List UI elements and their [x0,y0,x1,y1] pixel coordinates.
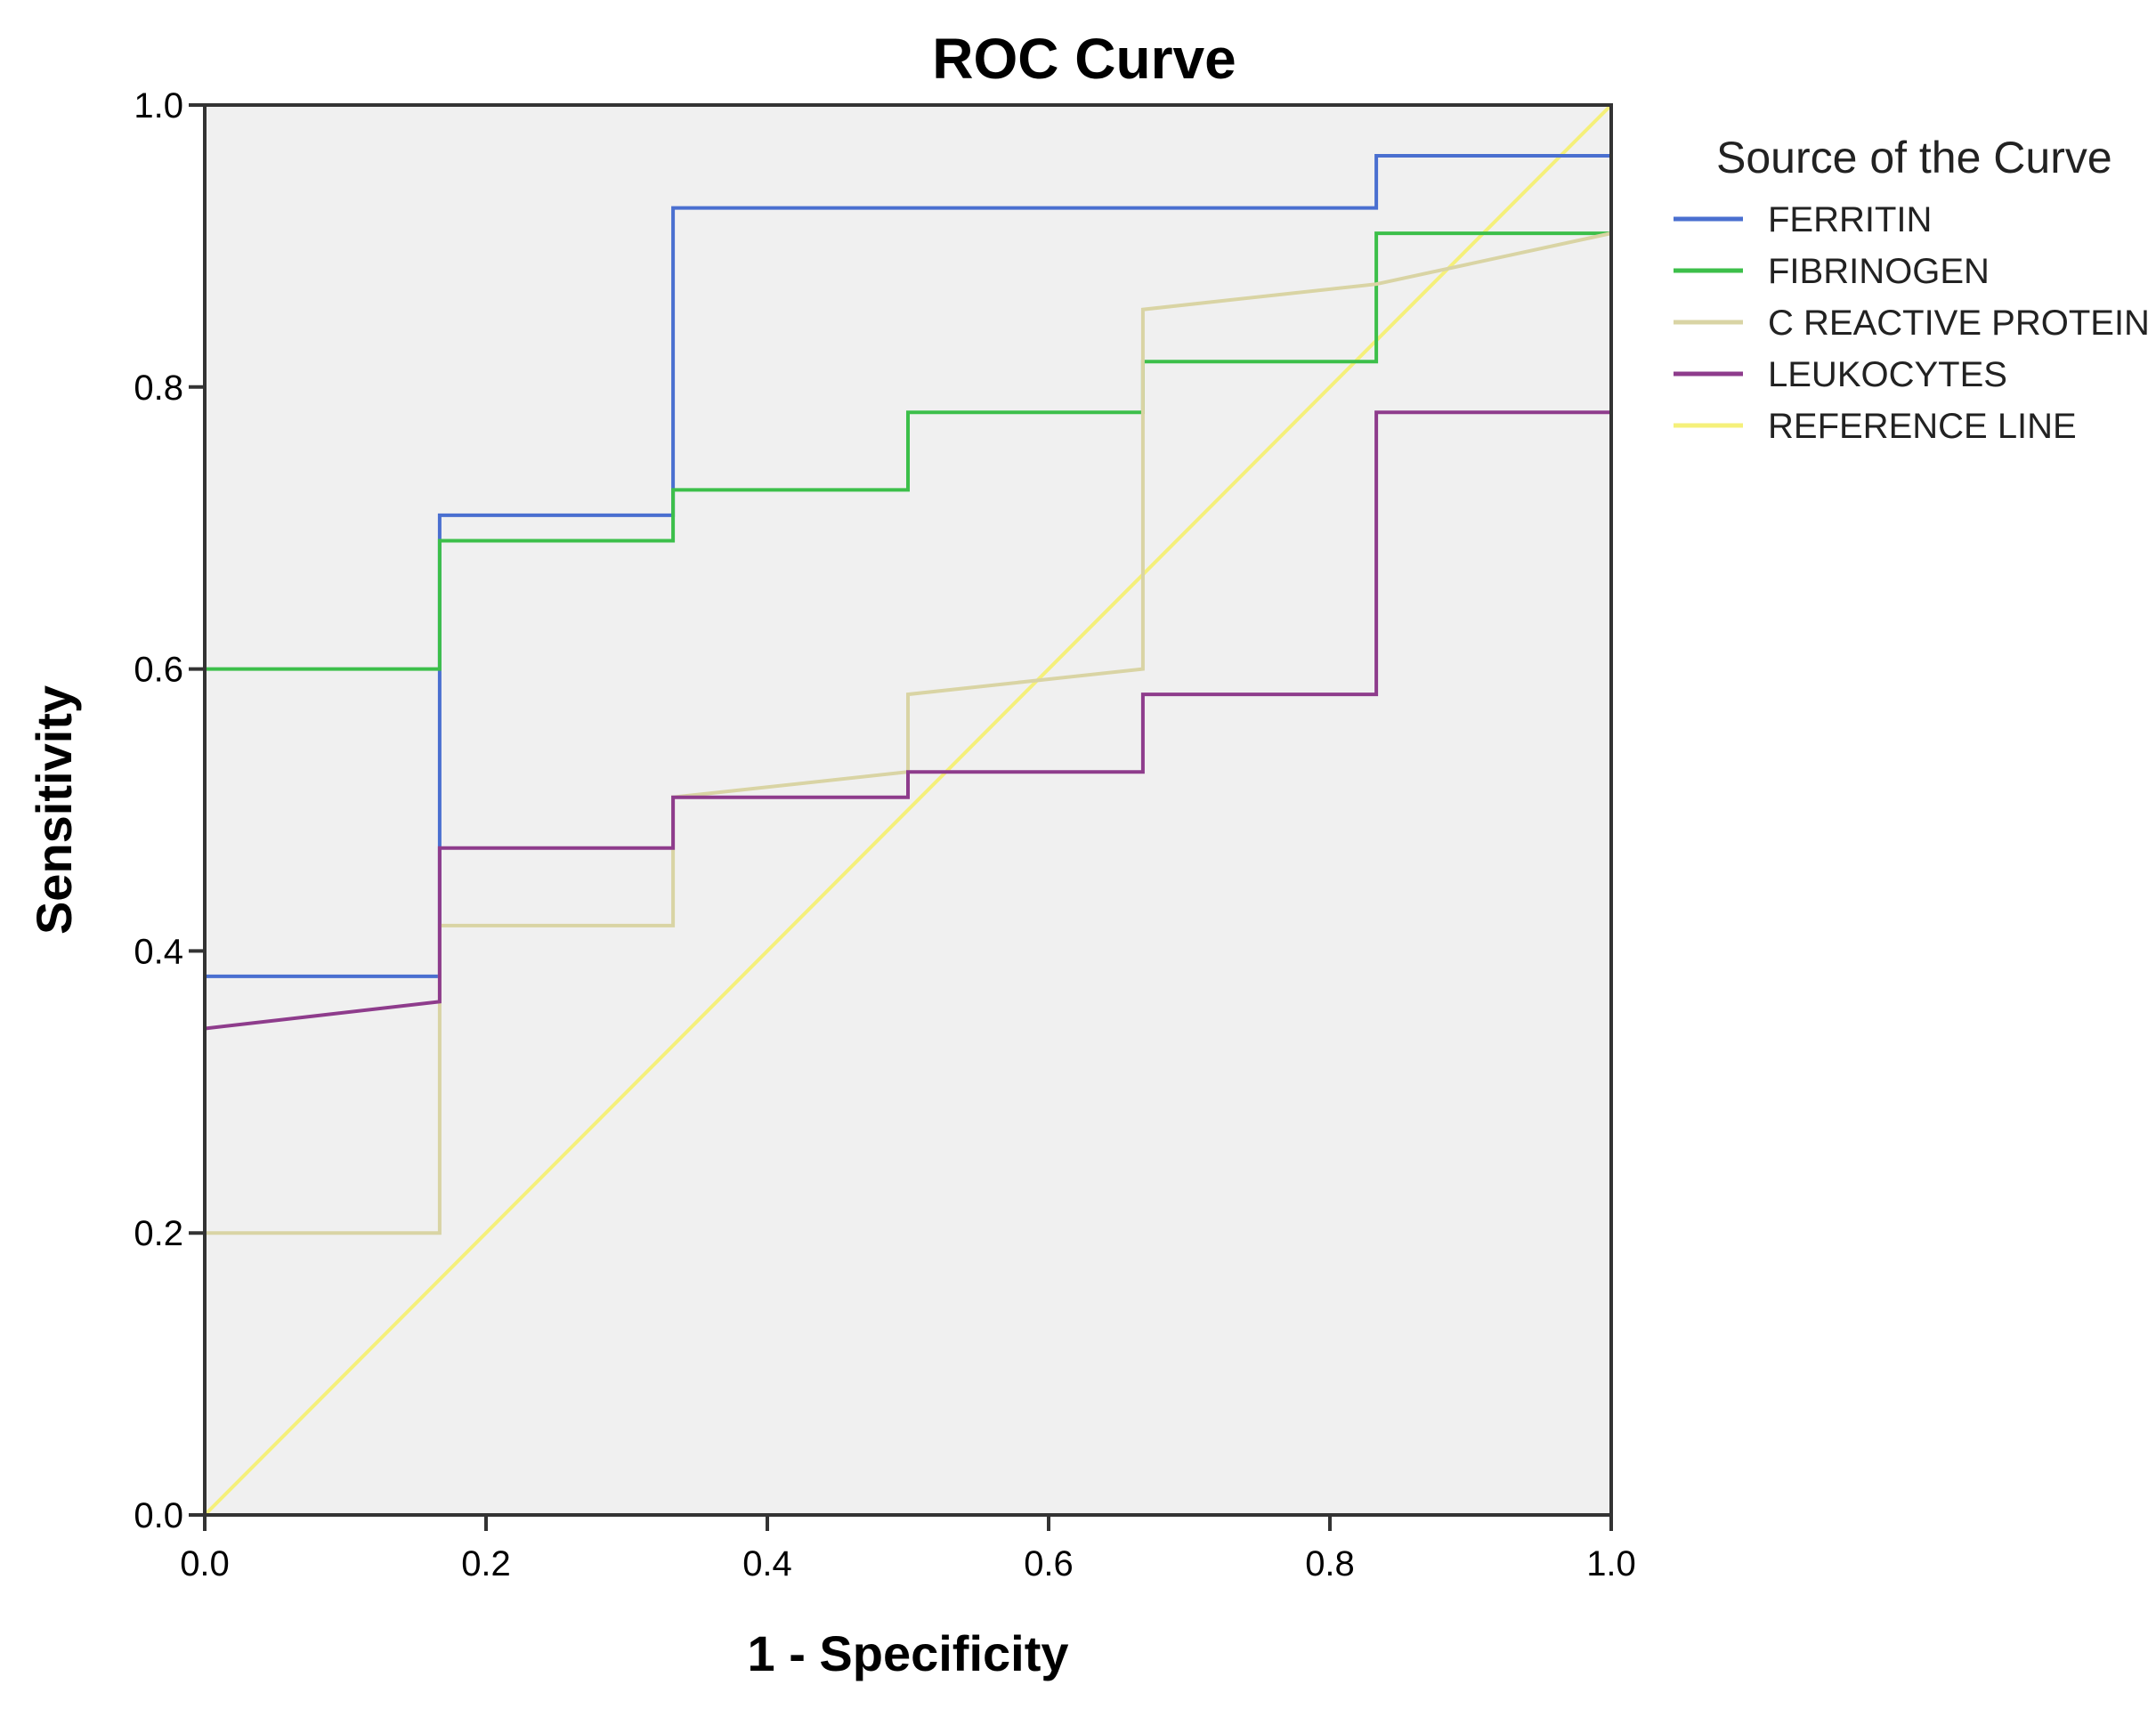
x-tick-label: 0.4 [742,1544,792,1583]
legend-label-c-reactive-protein: C REACTIVE PROTEIN [1768,304,2150,343]
x-tick-label: 0.6 [1024,1544,1074,1583]
y-tick-label: 0.8 [134,369,183,408]
legend-label-ferritin: FERRITIN [1768,200,1932,239]
x-axis-label: 1 - Specificity [747,1625,1068,1681]
x-tick-label: 0.8 [1305,1544,1355,1583]
series-layer [203,103,1613,1517]
series-line-leukocytes [203,105,1613,1515]
x-tick-label: 0.2 [461,1544,511,1583]
x-tick-label: 0.0 [180,1544,230,1583]
tick-layer: 0.0 0.2 0.4 0.6 0.8 1.0 0.0 0.2 0.4 0.6 0.8 1.0 [134,86,1635,1583]
legend-label-reference-line: REFERENCE LINE [1768,407,2077,446]
legend-title: Source of the Curve [1716,133,2112,182]
series-line-ferritin [203,105,1613,1515]
y-tick-label: 0.6 [134,651,183,690]
plot-frame [203,103,1613,1517]
y-tick-label: 0.4 [134,932,183,971]
series-line-fibrinogen [203,105,1613,1515]
x-tick-label: 1.0 [1586,1544,1636,1583]
chart-title: ROC Curve [932,27,1236,91]
legend-label-fibrinogen: FIBRINOGEN [1768,252,1990,291]
y-tick-label: 1.0 [134,86,183,126]
y-axis-label: Sensitivity [26,685,82,935]
y-tick-label: 0.0 [134,1496,183,1535]
y-tick-label: 0.2 [134,1214,183,1253]
legend: Source of the Curve FERRITIN FIBRINOGEN C … [1674,133,2150,446]
legend-label-leukocytes: LEUKOCYTES [1768,355,2007,394]
